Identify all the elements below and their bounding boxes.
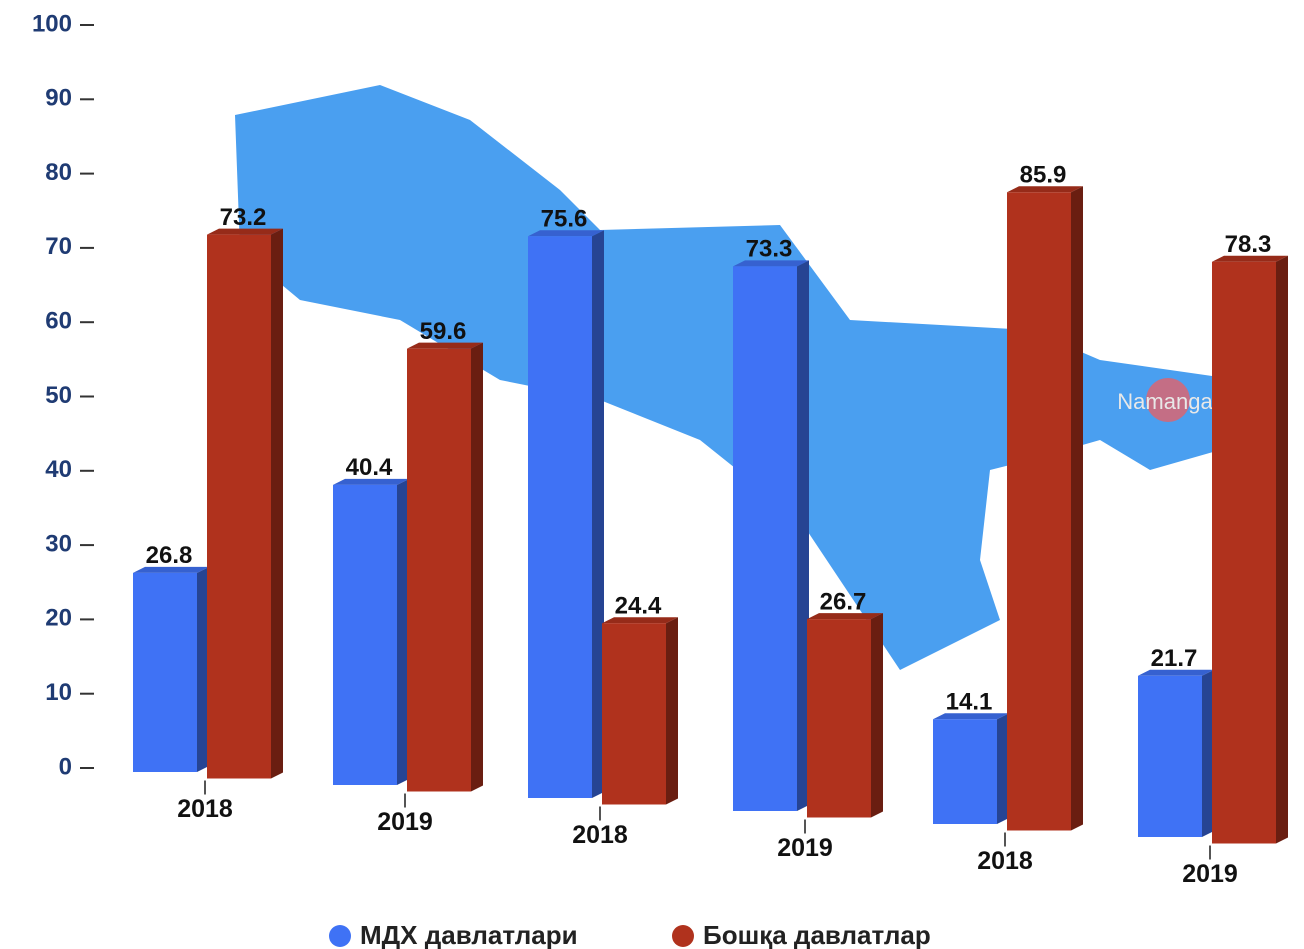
y-tick-label: 90 (45, 85, 72, 112)
y-tick-label: 30 (45, 530, 72, 557)
legend-label: Бошқа давлатлар (703, 920, 931, 949)
bar-top (933, 713, 1009, 720)
bar (1007, 192, 1071, 831)
y-tick-label: 40 (45, 456, 72, 483)
bar-top (407, 342, 483, 349)
value-label: 75.6 (541, 206, 588, 233)
value-label: 40.4 (346, 454, 393, 481)
bar-top (807, 613, 883, 620)
y-tick-label: 100 (32, 10, 72, 37)
value-label: 26.8 (146, 542, 193, 569)
bar-top (333, 478, 409, 485)
x-tick-label: 2019 (377, 808, 433, 836)
y-tick-label: 0 (59, 753, 72, 780)
bar-side (397, 478, 409, 785)
bar (333, 484, 397, 785)
bar-side (592, 230, 604, 799)
map-label: Namanga (1117, 389, 1213, 414)
bar-top (1138, 669, 1214, 676)
value-label: 73.2 (220, 204, 267, 231)
y-tick-label: 50 (45, 382, 72, 409)
bar (528, 236, 592, 799)
bar (407, 348, 471, 792)
bar-top (528, 230, 604, 237)
bar-top (733, 260, 809, 267)
bar-top (207, 228, 283, 235)
bar-side (197, 566, 209, 772)
bar-side (997, 713, 1009, 824)
bar-side (797, 260, 809, 812)
legend-marker (672, 925, 694, 947)
x-tick-label: 2018 (977, 847, 1033, 875)
legend-marker (329, 925, 351, 947)
bar (602, 623, 666, 805)
value-label: 73.3 (746, 236, 793, 263)
x-tick-label: 2019 (1182, 860, 1238, 888)
value-label: 26.7 (820, 588, 867, 615)
value-label: 24.4 (615, 593, 662, 620)
y-tick-label: 10 (45, 679, 72, 706)
bar-top (1007, 186, 1083, 193)
y-tick-label: 20 (45, 605, 72, 632)
bar-top (1212, 255, 1288, 262)
bar-side (666, 617, 678, 805)
value-label: 78.3 (1225, 231, 1272, 258)
legend-label: МДХ давлатлари (360, 920, 578, 949)
map-marker (1146, 378, 1190, 422)
y-tick-label: 60 (45, 308, 72, 335)
x-tick-label: 2018 (177, 795, 233, 823)
value-label: 14.1 (946, 689, 993, 716)
bar-side (1202, 669, 1214, 837)
bar (207, 234, 271, 779)
bar (133, 572, 197, 772)
bar (933, 719, 997, 824)
bar-side (871, 613, 883, 818)
value-label: 59.6 (420, 318, 467, 345)
value-label: 85.9 (1020, 162, 1067, 189)
y-tick-label: 70 (45, 233, 72, 260)
x-tick-label: 2018 (572, 821, 628, 849)
y-tick-label: 80 (45, 159, 72, 186)
bar-top (133, 566, 209, 573)
bar (1138, 675, 1202, 837)
bar-side (1276, 255, 1288, 844)
bar-side (271, 228, 283, 779)
bar-top (602, 617, 678, 624)
value-label: 21.7 (1151, 645, 1198, 672)
x-tick-label: 2019 (777, 834, 833, 862)
bar (807, 619, 871, 818)
bar (1212, 261, 1276, 844)
bar-side (1071, 186, 1083, 831)
bar (733, 266, 797, 812)
bar-side (471, 342, 483, 792)
